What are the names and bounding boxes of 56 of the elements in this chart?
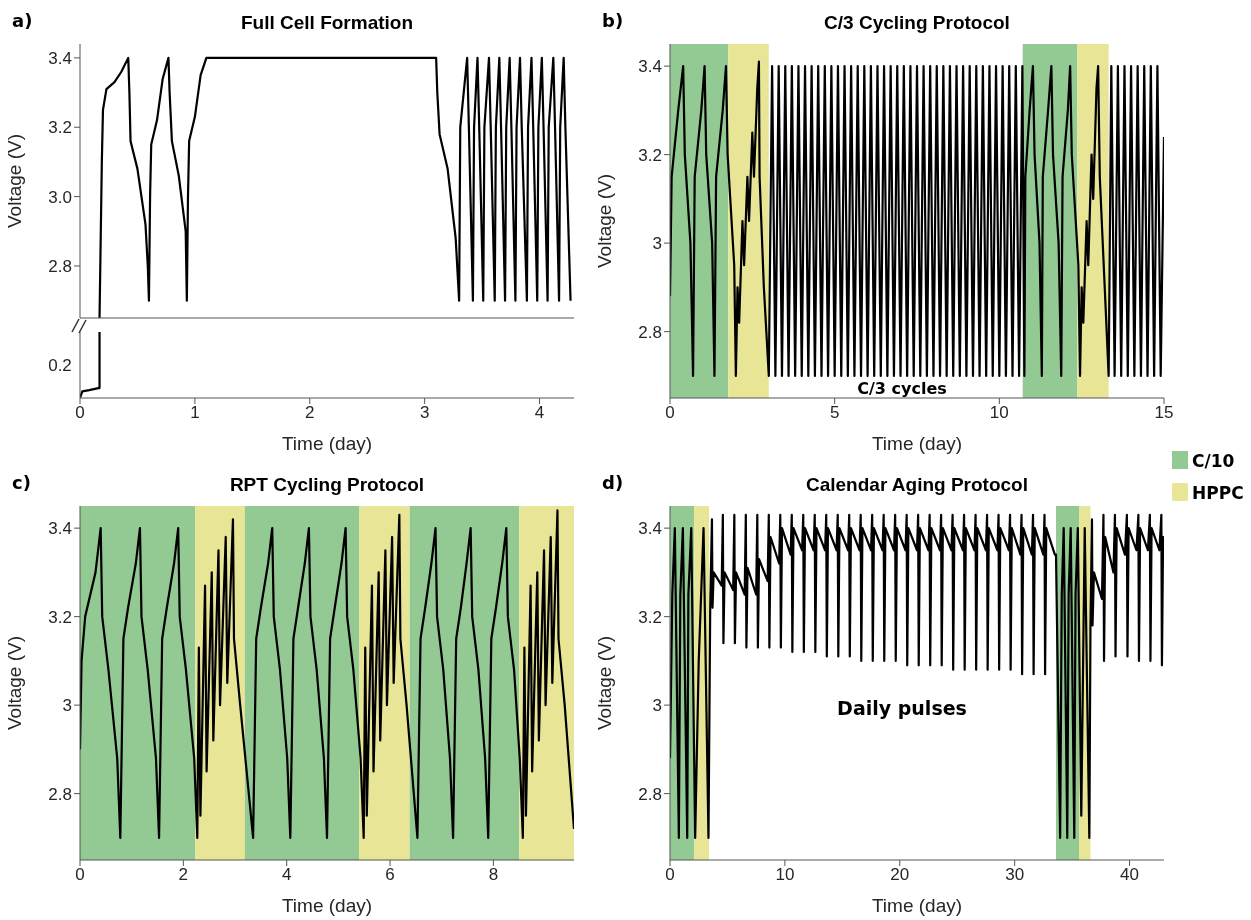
- x-tick-label: 0: [665, 865, 675, 885]
- x-tick-label: 40: [1120, 865, 1139, 885]
- y-tick-label: 3.4: [638, 519, 662, 539]
- line-series: [80, 509, 574, 839]
- x-axis-title: Time (day): [281, 895, 373, 916]
- y-tick-label: 3: [652, 696, 662, 716]
- x-tick-label: 0: [75, 865, 85, 885]
- y-tick-label: 3.4: [48, 519, 72, 539]
- y-tick-label: 3.2: [638, 145, 662, 165]
- line-series: [98, 56, 572, 318]
- y-tick-label: 3.0: [48, 187, 72, 207]
- x-tick-label: 15: [1154, 403, 1174, 423]
- x-tick-label: 3: [419, 403, 430, 423]
- y-tick-label: 3.2: [48, 607, 72, 627]
- annotation: C/3 cycles: [857, 378, 947, 398]
- x-tick-label: 20: [890, 865, 910, 885]
- text: b): [602, 10, 624, 31]
- chart-title: C/3 Cycling Protocol: [823, 12, 1011, 34]
- x-tick-label: 30: [1005, 865, 1025, 885]
- legend-label: HPPC: [1192, 483, 1244, 503]
- x-tick-label: 6: [385, 865, 395, 885]
- text: a): [12, 10, 33, 31]
- x-axis-title: Time (day): [871, 433, 963, 454]
- annotation: Daily pulses: [837, 697, 967, 719]
- x-tick-label: 0: [75, 403, 85, 423]
- y-tick-label: 3.2: [48, 118, 72, 138]
- text: 0.2: [48, 356, 72, 376]
- y-tick-label: 2.8: [638, 784, 662, 804]
- y-tick-label: 3.2: [638, 607, 662, 627]
- x-tick-label: 1: [190, 403, 200, 423]
- x-tick-label: 2: [305, 403, 315, 423]
- text: d): [602, 472, 624, 493]
- y-tick-label: 3.4: [48, 48, 72, 68]
- x-axis-title: Time (day): [871, 895, 963, 916]
- x-tick-label: 4: [281, 865, 292, 885]
- y-tick-label: 2.8: [638, 322, 662, 342]
- y-tick-label: 3.4: [638, 57, 662, 77]
- x-tick-label: 10: [775, 865, 795, 885]
- legend-label: C/10: [1192, 451, 1235, 471]
- x-tick-label: 4: [534, 403, 545, 423]
- y-tick-label: 3: [62, 696, 72, 716]
- line-series: [670, 513, 1164, 839]
- y-tick-label: 3: [652, 234, 662, 254]
- text: c): [12, 472, 31, 493]
- line-series: [670, 60, 1164, 377]
- x-axis-title: Time (day): [281, 433, 373, 454]
- x-tick-label: 5: [829, 403, 840, 423]
- chart-title: RPT Cycling Protocol: [228, 474, 426, 496]
- y-tick-label: 2.8: [48, 257, 72, 277]
- x-tick-label: 10: [989, 403, 1009, 423]
- x-tick-label: 0: [665, 403, 675, 423]
- chart-title: Full Cell Formation: [239, 12, 415, 34]
- y-tick-label: 2.8: [48, 784, 72, 804]
- x-tick-label: 8: [488, 865, 499, 885]
- x-tick-label: 2: [178, 865, 189, 885]
- chart-title: Calendar Aging Protocol: [804, 474, 1029, 496]
